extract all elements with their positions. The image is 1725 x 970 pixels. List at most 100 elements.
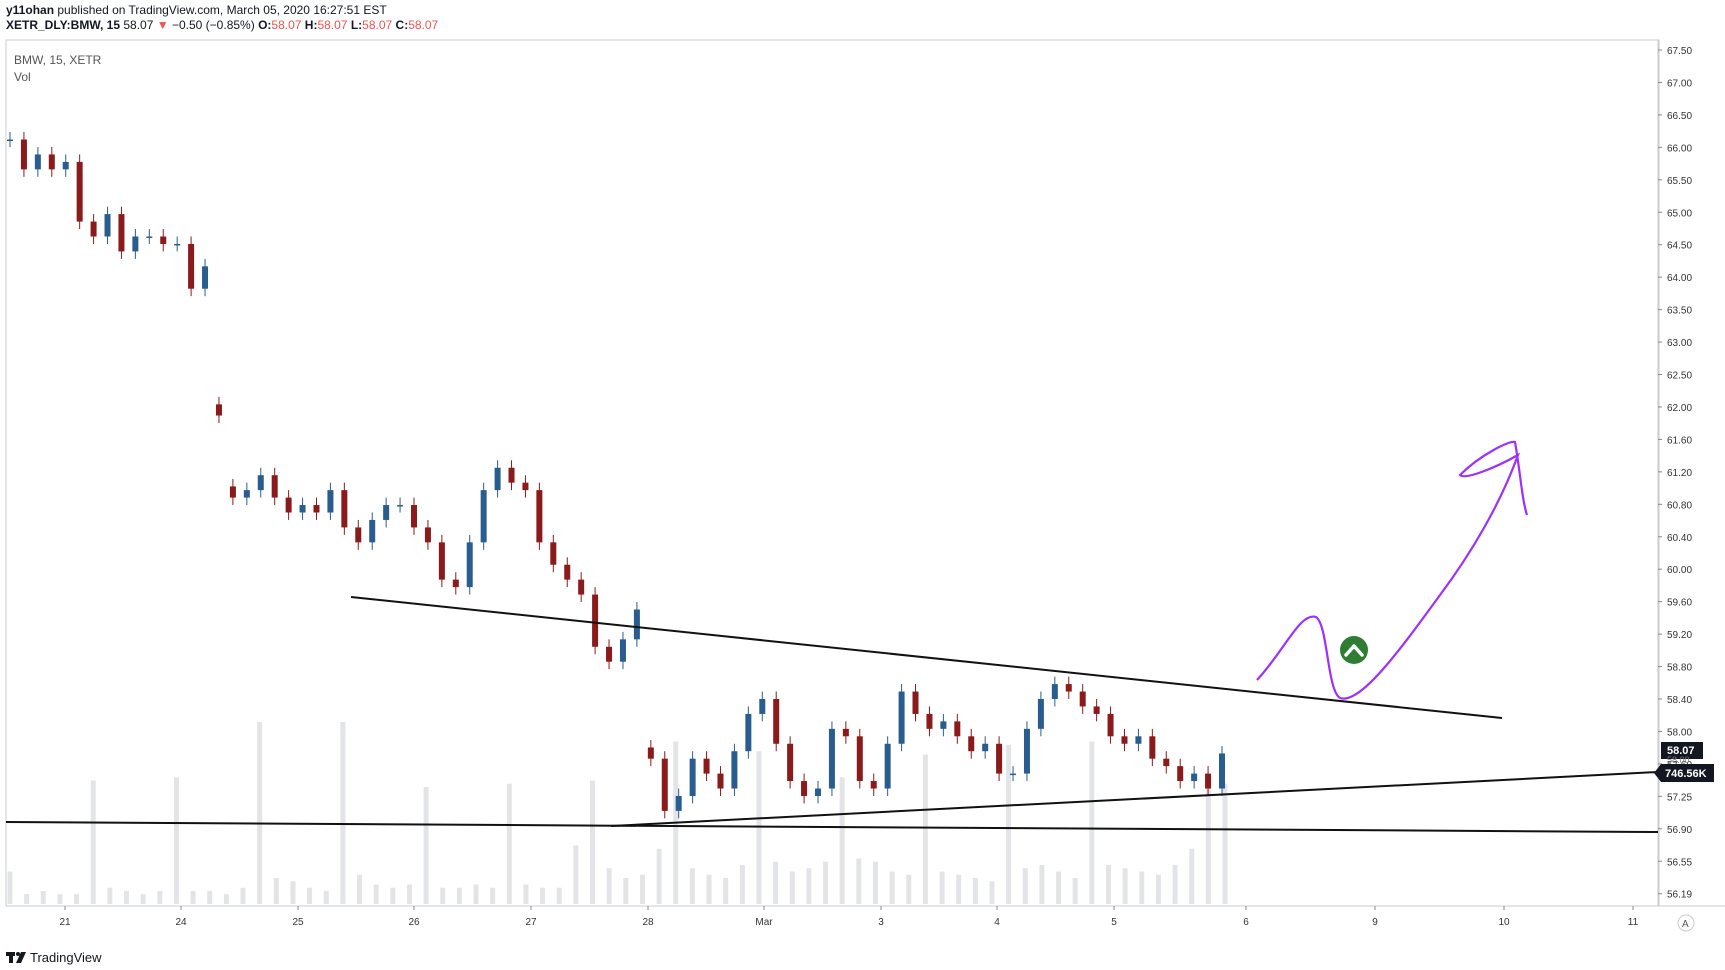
candle-body — [522, 482, 529, 491]
candle-body — [229, 486, 236, 498]
candle-body — [341, 490, 348, 528]
volume-bar — [989, 881, 995, 904]
price-axis-label: 66.50 — [1667, 111, 1692, 122]
projection-drawing[interactable] — [1256, 440, 1529, 700]
price-axis-label: 56.55 — [1667, 857, 1692, 868]
volume-bar — [556, 887, 562, 904]
candle-body — [146, 236, 153, 238]
volume-tag: 746.56K — [1654, 764, 1714, 782]
candle-body — [773, 699, 780, 744]
volume-legend: Vol — [14, 70, 31, 84]
volume-bar — [823, 861, 829, 904]
volume-bar — [1205, 777, 1211, 904]
volume-bar — [124, 891, 130, 904]
time-axis-label: 5 — [1111, 917, 1117, 928]
volume-bar — [190, 891, 196, 904]
candle-body — [76, 161, 83, 222]
time-axis-label: 10 — [1498, 917, 1510, 928]
candle-body — [940, 721, 947, 729]
candle-body — [1093, 706, 1100, 714]
volume-bar — [1172, 865, 1178, 904]
price-axis-label: 63.50 — [1667, 306, 1692, 317]
candle-body — [1079, 691, 1086, 707]
candle-body — [633, 609, 640, 640]
arrow-badge[interactable] — [1340, 636, 1368, 664]
time-axis-label: 3 — [878, 917, 884, 928]
volume-bar — [390, 887, 396, 904]
publisher-name[interactable]: y11ohan — [6, 3, 55, 17]
candle-body — [1107, 713, 1114, 737]
candle-body — [759, 699, 766, 714]
price-axis-label: 67.00 — [1667, 78, 1692, 89]
upper-trendline[interactable] — [350, 596, 1503, 719]
volume-bar — [1122, 868, 1128, 904]
candle-body — [1010, 773, 1017, 776]
candle-body — [954, 721, 961, 737]
volume-bar — [473, 884, 479, 904]
candle-body — [411, 505, 417, 528]
candle-body — [383, 505, 390, 520]
price-axis-label: 66.00 — [1667, 143, 1692, 154]
price-axis-label: 60.00 — [1667, 565, 1692, 576]
volume-bar — [1072, 878, 1078, 904]
candle-body — [828, 728, 835, 789]
candle-body — [118, 214, 125, 252]
candle-body — [912, 691, 919, 714]
candle-body — [606, 646, 613, 662]
last-price-text: 58.07 — [1667, 745, 1695, 757]
candle-body — [1191, 773, 1198, 782]
price-axis-label: 56.19 — [1667, 890, 1692, 901]
price-axis[interactable]: 67.50 67.00 66.50 66.00 65.50 65.00 64.50 64.00… — [1658, 46, 1692, 901]
candle-body — [1051, 684, 1058, 699]
tradingview-logo[interactable]: TradingView — [6, 948, 102, 966]
candle-body — [564, 564, 571, 580]
candle-body — [188, 243, 195, 289]
candle-body — [968, 736, 975, 752]
symbol-label: XETR_DLY:BMW, 15 — [6, 18, 121, 32]
candle-body — [745, 713, 752, 752]
time-axis-label: 28 — [642, 917, 654, 928]
candle-body — [48, 154, 55, 170]
volume-bar — [839, 777, 845, 904]
candle-body — [494, 467, 501, 491]
volume-bar — [7, 871, 13, 904]
candle-body — [592, 594, 599, 647]
volume-bar — [57, 894, 63, 904]
volume-bar — [723, 878, 729, 904]
candle-body — [619, 639, 626, 662]
candle-body — [870, 781, 877, 789]
candle-body — [842, 728, 849, 737]
volume-bar — [1189, 848, 1195, 904]
horizontal-support-line[interactable] — [5, 821, 1659, 833]
trendlines[interactable] — [5, 596, 1659, 833]
candle-body — [299, 505, 306, 513]
volume-bar — [307, 887, 313, 904]
ascending-support-line[interactable] — [610, 771, 1659, 827]
ohlc-line: XETR_DLY:BMW, 15 58.07 ▼ −0.50 (−0.85%) … — [6, 18, 438, 33]
volume-bar — [1105, 865, 1111, 904]
time-axis[interactable]: 21 24 25 26 27 28 Mar 3 4 5 6 9 10 11 — [59, 906, 1639, 928]
price-axis-label: 58.00 — [1667, 727, 1692, 738]
arrow-badge-circle[interactable] — [1340, 636, 1368, 664]
time-axis-label: 11 — [1628, 917, 1639, 928]
high-value: 58.07 — [317, 18, 348, 32]
volume-bar — [207, 891, 213, 904]
time-axis-label: 25 — [292, 917, 304, 928]
candle-body — [90, 221, 97, 237]
volume-bar — [756, 751, 762, 904]
time-axis-label: 26 — [408, 917, 420, 928]
candle-body — [215, 404, 222, 416]
candle-body — [661, 758, 668, 811]
candle-body — [132, 236, 139, 252]
high-label: H: — [304, 18, 318, 32]
candle-body — [104, 214, 111, 237]
volume-bar — [606, 868, 612, 904]
volume-bar — [107, 887, 113, 904]
auto-scale-circle[interactable] — [1677, 914, 1695, 932]
chevron-up-icon — [1344, 644, 1364, 657]
volume-bar — [223, 894, 229, 904]
chart-header: y11ohan published on TradingView.com, Ma… — [6, 3, 438, 33]
time-axis-label: 4 — [994, 917, 1000, 928]
auto-scale-button[interactable]: A — [1677, 914, 1695, 932]
